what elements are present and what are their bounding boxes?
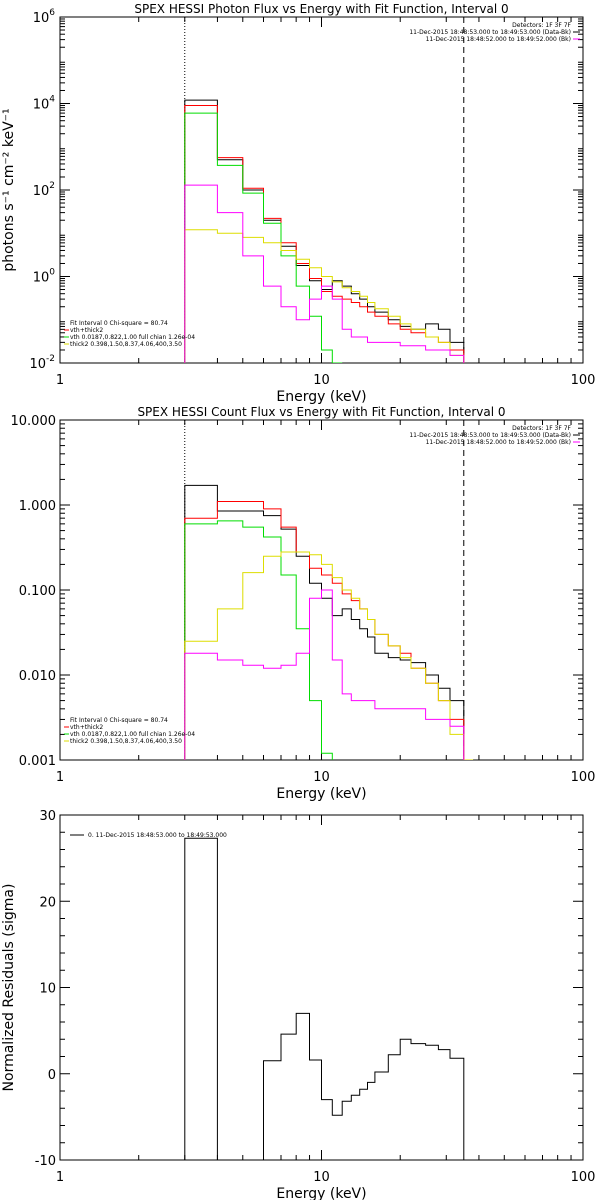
legend-bottom-text: vth+thick2 bbox=[70, 327, 103, 334]
legend-top-text: 11-Dec-2015 18:48:53.000 to 18:49:53.000… bbox=[409, 29, 571, 36]
x-tick-label: 10 bbox=[313, 373, 330, 388]
chart-title: SPEX HESSI Photon Flux vs Energy with Fi… bbox=[134, 2, 508, 16]
x-tick-label: 100 bbox=[571, 770, 596, 785]
series-group bbox=[184, 837, 465, 1160]
legend-top-text: Detectors: 1F 3F 7F bbox=[512, 22, 571, 29]
y-tick-base: 10 bbox=[33, 271, 50, 286]
x-tick-label: 100 bbox=[571, 373, 596, 388]
y-tick-label: 104 bbox=[33, 95, 56, 113]
y-tick-label: 30 bbox=[39, 809, 56, 824]
plot-frame bbox=[59, 16, 584, 364]
series-line-2 bbox=[184, 105, 465, 363]
series-line-4 bbox=[184, 551, 474, 760]
series-line-1 bbox=[184, 484, 465, 760]
series-line-4 bbox=[184, 229, 465, 363]
x-tick-label: 1 bbox=[56, 373, 64, 388]
y-tick-label: 100 bbox=[33, 268, 56, 286]
chart-panel-2: SPEX HESSI Count Flux vs Energy with Fit… bbox=[11, 405, 596, 802]
series-group bbox=[184, 484, 474, 760]
series-line-1 bbox=[184, 837, 465, 1160]
x-tick-label: 10 bbox=[313, 1170, 330, 1185]
y-tick-label: 0.100 bbox=[19, 584, 56, 599]
y-tick-base: 10 bbox=[33, 184, 50, 199]
y-tick-label: 0.010 bbox=[19, 669, 56, 684]
x-tick-label: 1 bbox=[56, 770, 64, 785]
y-tick-label: 10-2 bbox=[29, 354, 55, 372]
x-axis-label: Energy (keV) bbox=[276, 786, 366, 802]
y-tick-exponent: 0 bbox=[49, 268, 55, 278]
y-tick-exponent: 2 bbox=[49, 181, 55, 191]
y-tick-label: 0 bbox=[48, 1068, 56, 1083]
legend-top-text: 11-Dec-2015 18:48:52.000 to 18:49:52.000… bbox=[426, 36, 571, 43]
y-tick-label: 102 bbox=[33, 181, 55, 199]
y-tick-label: 10 bbox=[39, 982, 56, 997]
chart-panel-3: 1 10 100 Energy (keV) -10 0 10 20 30 Normalized R… bbox=[1, 809, 595, 1200]
y-tick-label: 10.000 bbox=[11, 414, 57, 429]
legend-top-text: 11-Dec-2015 18:48:52.000 to 18:49:52.000… bbox=[426, 439, 571, 446]
y-tick-base: 10 bbox=[33, 11, 50, 26]
legend-bottom-text: Fit Interval 0 Chi-square = 80.74 bbox=[70, 320, 168, 327]
x-axis-label: Energy (keV) bbox=[276, 389, 366, 405]
legend-top-text: 0. 11-Dec-2015 18:48:53.000 to 18:49:53.… bbox=[88, 832, 227, 839]
plot-frame bbox=[59, 814, 584, 1161]
series-line-5 bbox=[184, 184, 465, 363]
y-tick-exponent: 6 bbox=[49, 8, 55, 18]
legend-bottom-text: Fit Interval 0 Chi-square = 80.74 bbox=[70, 717, 168, 724]
y-tick-label: 1.000 bbox=[19, 499, 56, 514]
series-line-1 bbox=[184, 99, 465, 363]
y-tick-exponent: 4 bbox=[49, 95, 55, 105]
series-line-5 bbox=[184, 589, 465, 760]
y-axis-label: photons s⁻¹ cm⁻² keV⁻¹ bbox=[1, 108, 17, 271]
y-tick-exponent: -2 bbox=[46, 354, 55, 364]
y-tick-base: 10 bbox=[33, 98, 50, 113]
series-line-2 bbox=[184, 501, 465, 760]
x-tick-label: 100 bbox=[571, 1170, 596, 1185]
series-line-3 bbox=[184, 112, 343, 363]
legend-bottom-text: vth+thick2 bbox=[70, 724, 103, 731]
y-axis-label: Normalized Residuals (sigma) bbox=[1, 884, 17, 1092]
y-tick-base: 10 bbox=[29, 357, 46, 372]
x-axis-label: Energy (keV) bbox=[276, 1186, 366, 1200]
x-tick-label: 1 bbox=[56, 1170, 64, 1185]
y-tick-label: -10 bbox=[35, 1154, 56, 1169]
y-tick-label: 0.001 bbox=[19, 754, 56, 769]
legend-top-text: Detectors: 1F 3F 7F bbox=[512, 425, 571, 432]
series-group bbox=[184, 99, 465, 363]
y-tick-label: 20 bbox=[39, 895, 56, 910]
x-tick-label: 10 bbox=[313, 770, 330, 785]
legend-bottom-text: vth 0.0187,0.822,1.00 full chian 1.26e-0… bbox=[70, 731, 195, 738]
series-line-3 bbox=[184, 520, 333, 760]
legend-bottom-text: thick2 0.398,1.50,8.37,4.06,400,3.50 bbox=[70, 341, 182, 348]
chart-panel-1: SPEX HESSI Photon Flux vs Energy with Fi… bbox=[1, 2, 595, 405]
chart-title: SPEX HESSI Count Flux vs Energy with Fit… bbox=[137, 405, 505, 419]
legend-top-text: 11-Dec-2015 18:48:53.000 to 18:49:53.000… bbox=[409, 432, 571, 439]
legend-bottom-text: thick2 0.398,1.50,8.37,4.06,400,3.50 bbox=[70, 738, 182, 745]
y-tick-label: 106 bbox=[33, 8, 56, 26]
legend-bottom-text: vth 0.0187,0.822,1.00 full chian 1.26e-0… bbox=[70, 334, 195, 341]
